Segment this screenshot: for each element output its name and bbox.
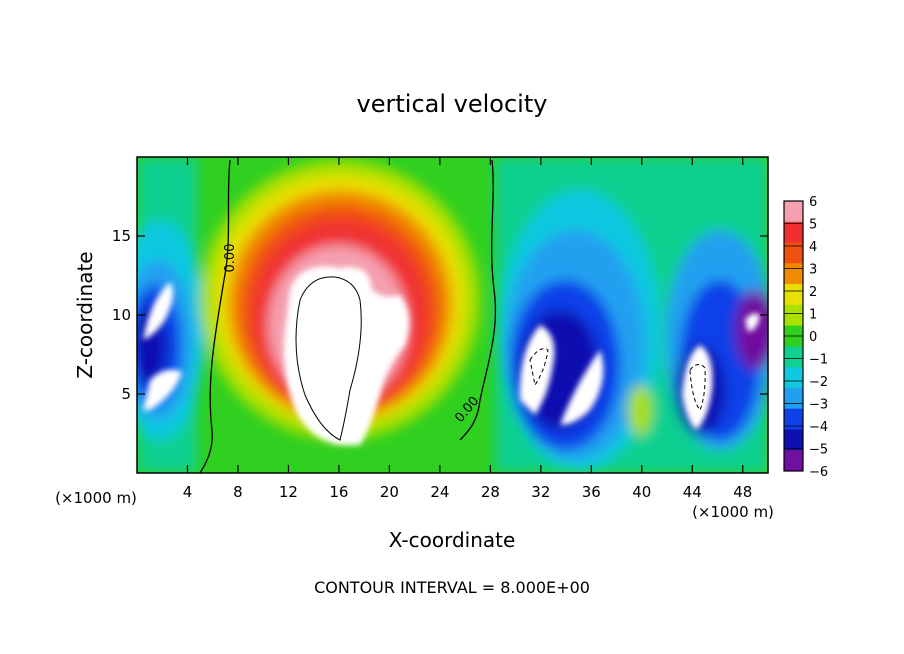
colorbar-swatch [784,367,803,389]
y-axis: 5 10 15 [112,227,768,403]
colorbar-tick-label: 4 [809,240,817,255]
y-tick-label: 10 [112,306,131,324]
colorbar-swatch [784,201,803,223]
saturated-cores [143,266,760,445]
colorbar-tick-label: 0 [809,330,817,345]
y-tick-label: 5 [121,385,131,403]
dashed-contour-1 [529,348,549,387]
x-tick-label: 20 [380,483,399,501]
x-tick-label: 48 [733,483,752,501]
dashed-contour-2 [689,364,706,411]
zero-contour-right [459,159,497,441]
inner-contour [295,276,362,441]
colorbar-tick-label: 1 [809,308,817,323]
contours [199,159,706,473]
colorbar-tick-label: −4 [809,420,828,435]
colorbar: 6 5 4 3 2 1 0 −1 −2 −3 −4 −5 −6 [783,195,828,480]
colorbar-swatch [784,450,803,472]
y-tick-label: 15 [112,227,131,245]
x-tick-label: 28 [481,483,500,501]
colorbar-swatch [784,242,803,264]
contour-interval-note: CONTOUR INTERVAL = 8.000E+00 [314,578,590,597]
x-tick-label: 36 [582,483,601,501]
x-tick-label: 24 [430,483,449,501]
x-unit-left: (×1000 m) [55,489,137,507]
plot-area: 0.00 0.00 [137,157,768,473]
colorbar-swatch [784,387,803,410]
colorbar-swatch [784,429,803,451]
colorbar-tick-label: −3 [809,398,828,413]
colorbar-swatch [784,346,803,368]
x-unit-right: (×1000 m) [692,503,774,521]
x-tick-label: 12 [279,483,298,501]
x-tick-label: 4 [183,483,193,501]
colorbar-swatch [784,304,803,327]
colorbar-swatch [784,221,803,244]
zero-contour-left [199,159,231,473]
colorbar-tick-label: −2 [809,375,828,390]
colorbar-tick-label: −5 [809,443,828,458]
x-tick-label: 40 [632,483,651,501]
colorbar-tick-label: 5 [809,218,817,233]
x-axis-label: X-coordinate [389,528,516,552]
colorbar-swatch [784,263,803,285]
x-tick-label: 32 [531,483,550,501]
contour-label-left: 0.00 [223,244,238,273]
y-axis-label: Z-coordinate [73,251,97,378]
colorbar-swatch [784,284,803,306]
colorbar-tick-label: 3 [809,263,817,278]
colorbar-tick-label: −6 [809,465,828,480]
colorbar-swatch [784,408,803,430]
x-tick-label: 44 [683,483,702,501]
colorbar-tick-label: −1 [809,353,828,368]
x-tick-label: 16 [329,483,348,501]
colorbar-tick-label: 2 [809,285,817,300]
colorbar-tick-label: 6 [809,195,817,210]
x-tick-label: 8 [233,483,243,501]
x-axis: 4 8 12 16 20 24 28 32 36 40 44 48 [183,157,752,501]
chart-title: vertical velocity [357,90,548,118]
